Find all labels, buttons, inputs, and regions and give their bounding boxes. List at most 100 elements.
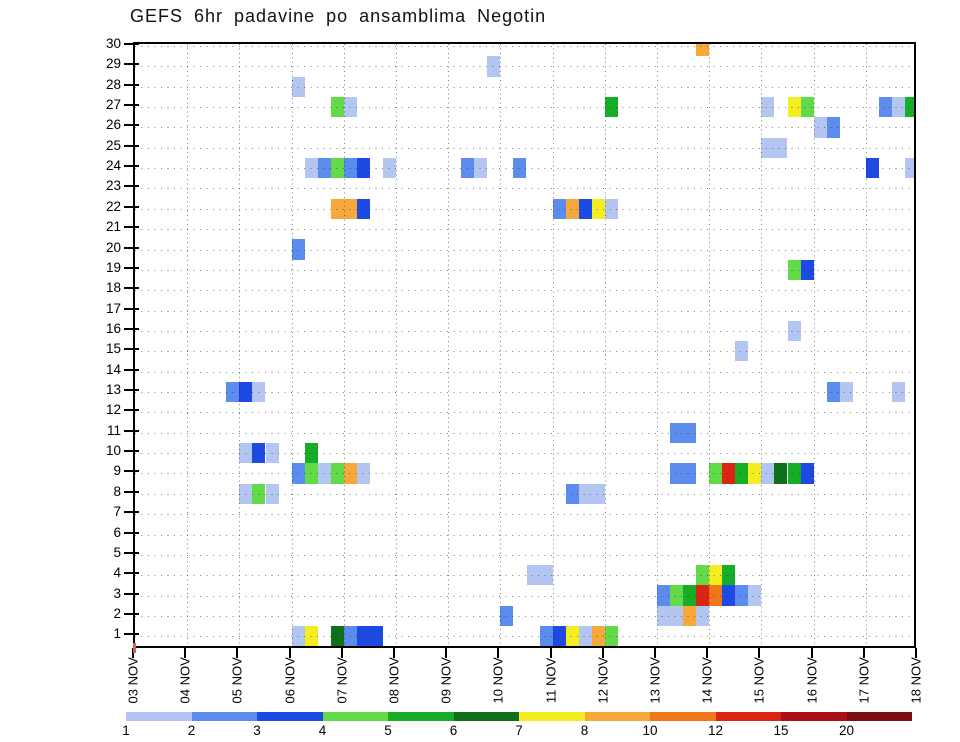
y-axis-tick: [124, 226, 139, 229]
horizontal-gridline: [135, 412, 914, 414]
heatmap-cell: [330, 198, 344, 219]
y-axis-label: 12: [105, 402, 121, 418]
horizontal-gridline: [135, 330, 914, 332]
colorbar-label: 2: [187, 723, 196, 738]
y-axis-label: 16: [105, 320, 121, 336]
y-axis-tick: [124, 43, 139, 45]
colorbar-label: 20: [838, 723, 855, 738]
heatmap-cell: [330, 626, 344, 646]
colorbar-label: 8: [580, 723, 589, 738]
x-axis-tick: [601, 648, 604, 658]
heatmap-cell: [826, 117, 840, 138]
x-axis-label: 12 NOV: [595, 657, 611, 704]
y-axis-tick: [124, 572, 139, 575]
y-axis-label: 6: [113, 524, 121, 540]
x-axis-tick: [340, 648, 343, 658]
y-axis-tick: [124, 246, 139, 249]
heatmap-cell: [265, 483, 279, 504]
x-axis-label: 07 NOV: [334, 657, 350, 704]
y-axis-tick: [124, 185, 139, 188]
vertical-gridline: [709, 44, 711, 646]
horizontal-gridline: [135, 188, 914, 190]
horizontal-gridline: [135, 453, 914, 455]
x-axis-label: 15 NOV: [751, 657, 767, 704]
horizontal-gridline: [135, 66, 914, 68]
heatmap-cell: [591, 198, 605, 219]
chart-title: GEFS 6hr padavine po ansamblima Negotin: [130, 6, 547, 26]
vertical-gridline: [604, 44, 606, 646]
x-axis-label: 16 NOV: [804, 657, 820, 704]
y-axis-label: 14: [105, 361, 121, 377]
y-axis-label: 19: [105, 259, 121, 275]
horizontal-gridline: [135, 432, 914, 434]
heatmap-cell: [604, 626, 618, 646]
start-time-marker: [133, 643, 136, 653]
heatmap-cell: [252, 483, 266, 504]
heatmap-cell: [696, 565, 710, 586]
x-axis-tick: [862, 648, 865, 658]
horizontal-gridline: [135, 493, 914, 495]
heatmap-cell: [735, 341, 749, 362]
y-axis-tick: [124, 63, 139, 66]
horizontal-gridline: [135, 534, 914, 536]
heatmap-cell: [539, 565, 553, 586]
y-axis-label: 21: [105, 219, 121, 235]
vertical-gridline: [343, 44, 345, 646]
y-axis-label: 24: [105, 158, 121, 174]
y-axis-label: 3: [113, 585, 121, 601]
y-axis-tick: [124, 429, 139, 432]
y-axis-tick: [124, 205, 139, 208]
vertical-gridline: [813, 44, 815, 646]
heatmap-cell: [552, 198, 566, 219]
heatmap-cell: [813, 117, 827, 138]
y-axis-label: 13: [105, 382, 121, 398]
y-axis-label: 22: [105, 198, 121, 214]
colorbar-segment: [257, 712, 323, 721]
colorbar-segment: [715, 712, 781, 721]
y-axis-label: 15: [105, 341, 121, 357]
y-axis-label: 17: [105, 300, 121, 316]
heatmap-cell: [343, 198, 357, 219]
horizontal-gridline: [135, 636, 914, 638]
x-axis-label: 13 NOV: [647, 657, 663, 704]
heatmap-cell: [356, 626, 370, 646]
colorbar-segment: [322, 712, 388, 721]
heatmap-cell: [696, 44, 710, 57]
colorbar-label: 15: [773, 723, 789, 738]
colorbar-segment: [650, 712, 716, 721]
horizontal-gridline: [135, 147, 914, 149]
y-axis-tick: [124, 368, 139, 371]
y-axis-tick: [124, 409, 139, 412]
heatmap-cell: [304, 626, 318, 646]
y-axis-label: 10: [105, 443, 121, 459]
colorbar-label: 10: [642, 723, 658, 738]
horizontal-gridline: [135, 46, 914, 47]
y-axis-label: 20: [105, 239, 121, 255]
horizontal-gridline: [135, 168, 914, 170]
horizontal-gridline: [135, 86, 914, 88]
vertical-gridline: [865, 44, 867, 646]
heatmap-cell: [591, 626, 605, 646]
y-axis-label: 23: [105, 178, 121, 194]
horizontal-gridline: [135, 290, 914, 292]
colorbar-segment: [584, 712, 650, 721]
y-axis-tick: [124, 104, 139, 107]
colorbar-label: 6: [449, 723, 458, 738]
y-axis-tick: [124, 287, 139, 290]
heatmap-cell: [578, 483, 592, 504]
horizontal-gridline: [135, 371, 914, 373]
y-axis-tick: [124, 450, 139, 453]
heatmap-cell: [343, 626, 357, 646]
x-axis-tick: [549, 648, 552, 658]
y-axis-tick: [124, 490, 139, 493]
vertical-gridline: [291, 44, 293, 646]
x-axis-label: 14 NOV: [699, 657, 715, 704]
x-axis-label: 17 NOV: [856, 657, 872, 704]
x-axis-label: 10 NOV: [490, 657, 506, 704]
colorbar-segment: [846, 712, 912, 721]
x-axis-label: 18 NOV: [908, 657, 924, 704]
horizontal-gridline: [135, 351, 914, 353]
heatmap-cell: [565, 626, 579, 646]
heatmap-cell: [800, 259, 814, 281]
